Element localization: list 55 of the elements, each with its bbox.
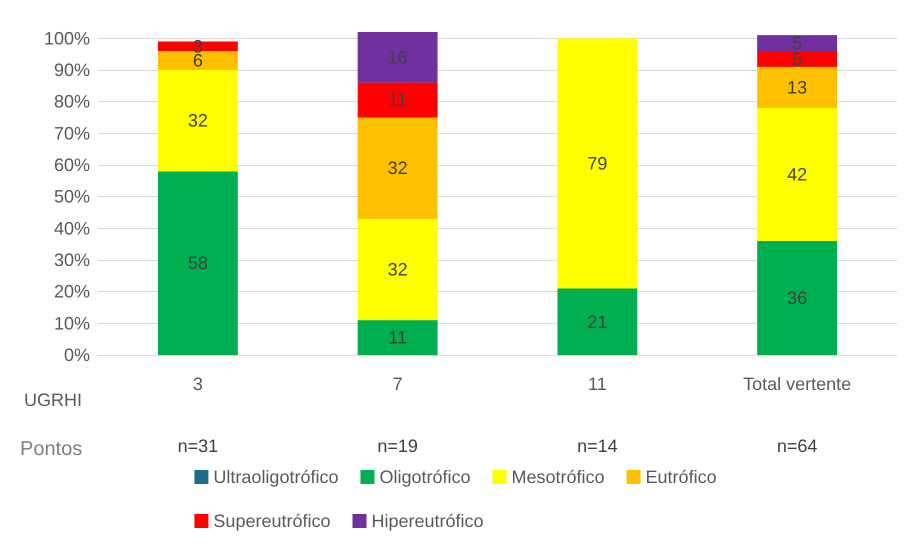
text: n=19 [377, 436, 418, 456]
bar [158, 51, 238, 70]
bar [557, 38, 638, 288]
y-tick-label: 60% [54, 155, 90, 175]
data-label: 58 [188, 253, 208, 274]
legend-label: Mesotrófico [512, 467, 605, 487]
data-label: 16 [388, 47, 408, 68]
bar [757, 35, 838, 51]
legend-label: Oligotrófico [379, 467, 471, 487]
data-label: 21 [587, 312, 608, 332]
data-label: 13 [787, 77, 808, 98]
text: Pontos [20, 438, 82, 460]
y-tick-label: 0% [64, 345, 90, 365]
bar [757, 241, 838, 355]
data-label: 42 [787, 164, 808, 184]
data-label: 11 [388, 90, 407, 110]
y-tick-label: 50% [54, 186, 90, 207]
legend-label: Eutrófico [646, 467, 717, 487]
legend-label: Supereutrófico [213, 511, 330, 531]
bar [358, 32, 438, 83]
y-tick-label: 40% [54, 218, 90, 238]
x-tick-label: 3 [192, 374, 203, 394]
bar [358, 218, 438, 320]
y-tick-label: 90% [54, 60, 90, 80]
bar [757, 51, 838, 67]
bar [158, 42, 238, 51]
bar [757, 66, 838, 108]
bar [158, 171, 238, 355]
bar [358, 82, 438, 118]
bar [557, 288, 638, 355]
data-label: 32 [188, 110, 208, 131]
bar [358, 118, 438, 219]
y-tick-label: 10% [54, 313, 90, 334]
y-tick-label: 80% [54, 92, 90, 112]
y-tick-label: 70% [54, 123, 90, 144]
text: n=31 [178, 436, 218, 456]
data-label: 11 [388, 328, 407, 348]
x-tick-label: Total vertente [743, 374, 852, 394]
y-tick-label: 20% [54, 282, 90, 302]
bar [757, 108, 838, 241]
y-tick-label: 100% [44, 28, 90, 48]
text: n=64 [776, 436, 818, 456]
data-label: 36 [787, 288, 808, 308]
text: n=14 [577, 436, 618, 456]
x-tick-label: 11 [588, 374, 607, 394]
legend-label: Hipereutrófico [371, 511, 484, 531]
legend-label: Ultraoligotrófico [213, 467, 338, 487]
bar [358, 320, 438, 355]
x-tick-label: 7 [392, 374, 403, 394]
data-label: 79 [587, 153, 608, 174]
x-axis-title: UGRHI [24, 390, 82, 410]
data-label: 32 [388, 260, 408, 280]
data-label: 32 [388, 158, 408, 178]
y-tick-label: 30% [54, 250, 90, 270]
bar [158, 70, 238, 172]
